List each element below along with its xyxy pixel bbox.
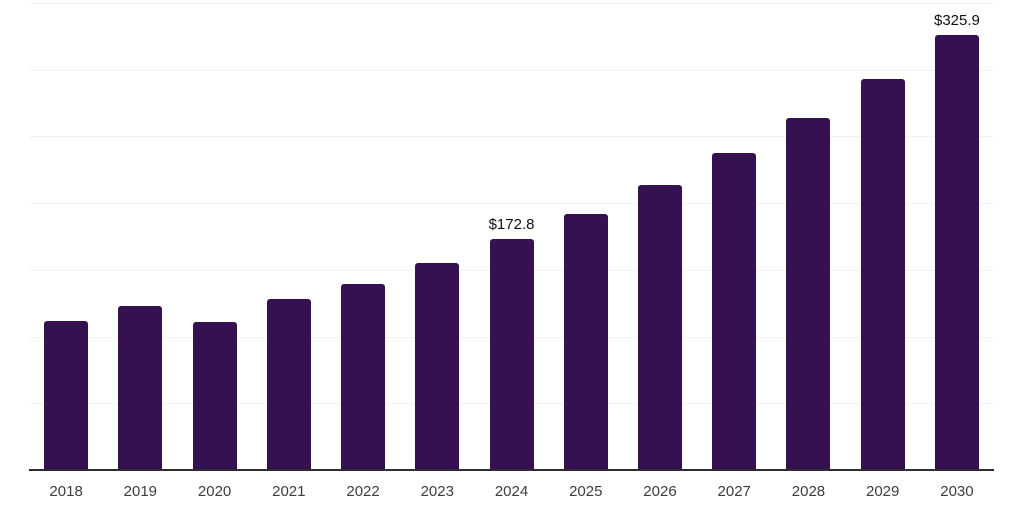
gridline xyxy=(29,3,994,4)
x-tick-label-2018: 2018 xyxy=(49,483,83,500)
bar-2027 xyxy=(712,153,757,470)
bar-column-2026 xyxy=(623,3,697,470)
bar-column-2018 xyxy=(29,3,103,470)
gridline xyxy=(29,69,994,71)
bar-2025 xyxy=(563,213,608,470)
bar-column-2022 xyxy=(326,3,400,470)
bar-2019 xyxy=(118,305,163,470)
x-tick-label-2028: 2028 xyxy=(791,483,826,500)
gridline xyxy=(29,203,994,205)
x-tick-label-2020: 2020 xyxy=(197,483,232,500)
bars-layer: $172.8 $325.9 xyxy=(29,3,994,470)
x-axis-line xyxy=(29,469,994,471)
x-tick-label-2029: 2029 xyxy=(866,483,900,500)
bar-2021 xyxy=(266,299,311,470)
bar-column-2024: $172.8 xyxy=(474,3,548,470)
x-tick-label-2019: 2019 xyxy=(123,483,158,500)
bar-2024 xyxy=(489,239,534,470)
bar-value-label-2024: $172.8 xyxy=(488,216,535,234)
bar-column-2020 xyxy=(177,3,251,470)
bar-column-2023 xyxy=(400,3,474,470)
x-tick-label-2024: 2024 xyxy=(494,483,529,500)
gridline xyxy=(29,136,994,138)
bar-2026 xyxy=(637,185,682,470)
bar-2018 xyxy=(44,320,89,470)
x-tick-label-2025: 2025 xyxy=(569,483,603,500)
bar-column-2030: $325.9 xyxy=(920,3,994,470)
bar-column-2027 xyxy=(697,3,771,470)
bar-2029 xyxy=(860,78,905,470)
bar-column-2019 xyxy=(103,3,177,470)
x-axis-labels: 2018 2019 2020 2021 2022 2023 2024 2025 2026 2027… xyxy=(29,471,994,512)
x-tick-label-2021: 2021 xyxy=(272,483,306,500)
bar-2030 xyxy=(934,35,979,470)
bar-value-label-2030: $325.9 xyxy=(933,12,980,30)
x-tick-label-2030: 2030 xyxy=(940,483,974,500)
plot-area: $172.8 $325.9 xyxy=(29,3,994,471)
x-tick-label-2022: 2022 xyxy=(346,483,380,500)
x-tick-label-2027: 2027 xyxy=(717,483,751,500)
bar-2022 xyxy=(341,284,386,470)
x-tick-label-2026: 2026 xyxy=(643,483,677,500)
bar-column-2021 xyxy=(252,3,326,470)
bar-2028 xyxy=(786,117,831,470)
bar-column-2029 xyxy=(846,3,920,470)
bar-2020 xyxy=(192,321,237,470)
x-tick-label-2023: 2023 xyxy=(420,483,454,500)
bar-2023 xyxy=(415,262,460,470)
bar-column-2028 xyxy=(771,3,845,470)
bar-column-2025 xyxy=(549,3,623,470)
